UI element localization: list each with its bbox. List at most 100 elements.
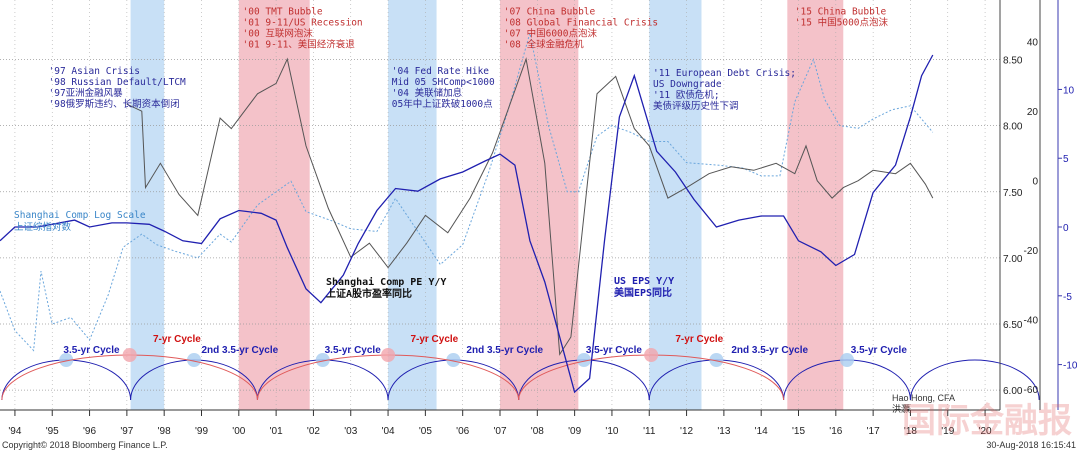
annotation-text: '11 欧债危机; xyxy=(653,89,720,101)
annotation-text: '15 China Bubble xyxy=(795,6,887,17)
y-right-tick-label: 5 xyxy=(1063,154,1069,165)
annotation-text: '07 中国6000点泡沫 xyxy=(504,27,598,39)
x-tick-label: '03 xyxy=(344,426,357,437)
cycle-peak-marker xyxy=(187,353,202,367)
annotation-text: '01 9-11、美国经济衰退 xyxy=(243,38,356,50)
annotation-text: '11 European Debt Crisis; xyxy=(653,68,796,79)
annotation-text: '98俄罗斯违约、长期资本倒闭 xyxy=(49,98,180,110)
x-tick-label: '10 xyxy=(605,426,618,437)
pe-series-label: Shanghai Comp PE Y/Y xyxy=(326,276,446,288)
cycle-peak-marker xyxy=(644,348,659,362)
annotation-text: '98 Russian Default/LTCM xyxy=(49,77,187,88)
x-tick-label: '05 xyxy=(419,426,432,437)
x-tick-label: '13 xyxy=(717,426,730,437)
author-name: Hao Hong, CFA xyxy=(892,393,955,403)
annotation-text: Mid 05 SHComp<1000 xyxy=(392,77,495,88)
cycle-arc-3.5yr xyxy=(909,359,1040,401)
x-tick-label: '14 xyxy=(755,426,768,437)
band-blue-2 xyxy=(388,0,437,410)
crisis-bands xyxy=(130,0,844,410)
x-tick-label: '12 xyxy=(680,426,693,437)
cycle-label: 2nd 3.5-yr Cycle xyxy=(466,345,543,356)
y-right-tick-label: 10 xyxy=(1063,85,1075,96)
y-left-tick-label: 8.50 xyxy=(1003,56,1023,67)
band-red-1 xyxy=(238,0,310,410)
x-tick-label: '16 xyxy=(829,426,842,437)
axes: '94 '95 '96 '97 '98 '99 '00 '01 '02 '03 '04 '05 '06 '… xyxy=(0,0,1078,437)
x-tick-label: '06 xyxy=(456,426,469,437)
y-mid-tick-label: -20 xyxy=(1024,246,1039,257)
timestamp-text: 30-Aug-2018 16:15:41 xyxy=(986,440,1076,450)
annotation-text: '97亚洲金融风暴 xyxy=(49,87,124,99)
x-tick-label: '18 xyxy=(904,426,917,437)
y-left-tick-label: 8.00 xyxy=(1003,122,1023,133)
y-right-tick-label: 0 xyxy=(1063,223,1069,234)
annotation-text: US Downgrade xyxy=(653,79,722,90)
band-blue-4 xyxy=(649,0,702,410)
annotation-text: '07 China Bubble xyxy=(504,6,596,17)
y-mid-tick-label: 20 xyxy=(1027,107,1039,118)
band-red-3 xyxy=(500,0,579,410)
annotation-text: '04 Fed Rate Hike xyxy=(392,66,490,77)
annotation-text: 美债评级历史性下调 xyxy=(653,100,739,112)
cycle-peak-marker xyxy=(59,353,74,367)
cycle-label: 7-yr Cycle xyxy=(675,334,723,345)
cycle-peak-marker xyxy=(446,353,461,367)
x-tick-label: '19 xyxy=(941,426,954,437)
y-right-tick-label: -10 xyxy=(1063,361,1078,372)
band-blue-0 xyxy=(130,0,165,410)
gridlines xyxy=(0,0,1000,410)
y-left-tick-label: 7.50 xyxy=(1003,188,1023,199)
annotation-text: '00 TMT Bubble xyxy=(243,6,323,17)
author-name-cn: 洪灝 xyxy=(892,403,910,414)
annotation-text: '97 Asian Crisis xyxy=(49,66,141,77)
x-tick-label: '97 xyxy=(120,426,133,437)
y-mid-tick-label: -40 xyxy=(1024,316,1039,327)
annotation-text: '01 9-11/US Recession xyxy=(243,17,363,28)
x-tick-label: '95 xyxy=(46,426,59,437)
x-tick-label: '11 xyxy=(643,426,656,437)
x-tick-label: '09 xyxy=(568,426,581,437)
cycle-peak-marker xyxy=(709,353,724,367)
x-tick-label: '04 xyxy=(382,426,395,437)
y-left-tick-label: 6.50 xyxy=(1003,320,1023,331)
cycle-label: 7-yr Cycle xyxy=(153,334,201,345)
x-tick-label: '08 xyxy=(531,426,544,437)
annotation-text: '15 中国5000点泡沫 xyxy=(795,16,889,28)
cycle-label: 2nd 3.5-yr Cycle xyxy=(201,345,278,356)
shanghai-log-label: Shanghai Comp Log Scale xyxy=(14,210,146,221)
annotation-text: '08 全球金融危机 xyxy=(504,38,584,50)
band-red-5 xyxy=(787,0,844,410)
shanghai-log-label-cn: 上证综指对数 xyxy=(14,221,72,233)
y-left-tick-label: 7.00 xyxy=(1003,254,1023,265)
x-tick-label: '02 xyxy=(307,426,320,437)
cycle-label: 3.5-yr Cycle xyxy=(851,345,908,356)
annotation-text: '08 Global Financial Crisis xyxy=(504,17,658,28)
cycle-arcs xyxy=(1,348,1040,401)
series-line-us-eps-y-y xyxy=(0,54,934,394)
eps-series-label: US EPS Y/Y xyxy=(614,276,674,287)
y-right-tick-label: -5 xyxy=(1063,292,1072,303)
cycle-peak-marker xyxy=(381,348,396,362)
x-tick-label: '07 xyxy=(493,426,506,437)
cycle-label: 3.5-yr Cycle xyxy=(325,345,382,356)
cycle-peak-marker xyxy=(122,348,137,362)
cycle-label: 7-yr Cycle xyxy=(410,334,458,345)
x-tick-label: '94 xyxy=(8,426,21,437)
x-tick-label: '01 xyxy=(270,426,283,437)
eps-series-label-cn: 美国EPS同比 xyxy=(614,286,672,299)
x-tick-label: '17 xyxy=(867,426,880,437)
y-mid-tick-label: 0 xyxy=(1032,177,1038,188)
watermark: 国际金融报 xyxy=(902,401,1072,441)
annotation-text: '00 互联网泡沫 xyxy=(243,27,314,39)
annotations: '97 Asian Crisis'98 Russian Default/LTCM… xyxy=(49,6,889,112)
cycle-label: 3.5-yr Cycle xyxy=(63,345,120,356)
cycle-label: 3.5-yr Cycle xyxy=(586,345,643,356)
series-line-shanghai-comp-pe-y-y xyxy=(126,57,934,356)
cycle-peak-marker xyxy=(315,353,330,367)
series-lines xyxy=(0,32,934,394)
x-tick-label: '20 xyxy=(979,426,992,437)
annotation-text: 05年中上证跌破1000点 xyxy=(392,98,493,110)
